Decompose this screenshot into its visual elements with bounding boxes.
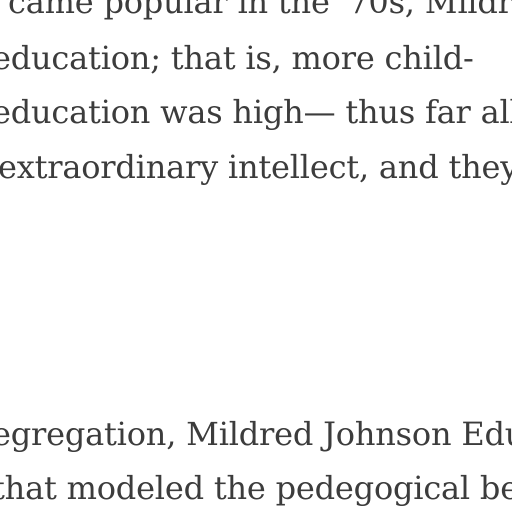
- paragraph-1-line-2: education; that is, more child-: [0, 39, 474, 77]
- paragraph-1-line-3: education was high— thus far all: [0, 93, 512, 131]
- paragraph-1-line-4: extraordinary intellect, and they: [0, 148, 512, 186]
- paragraph-2-line-2: that modeled the pedegogical be: [0, 469, 512, 507]
- paragraph-1-line-1: came popular in the '70s, Mildred: [8, 0, 512, 21]
- paragraph-2-line-1: egregation, Mildred Johnson Edu: [0, 415, 512, 453]
